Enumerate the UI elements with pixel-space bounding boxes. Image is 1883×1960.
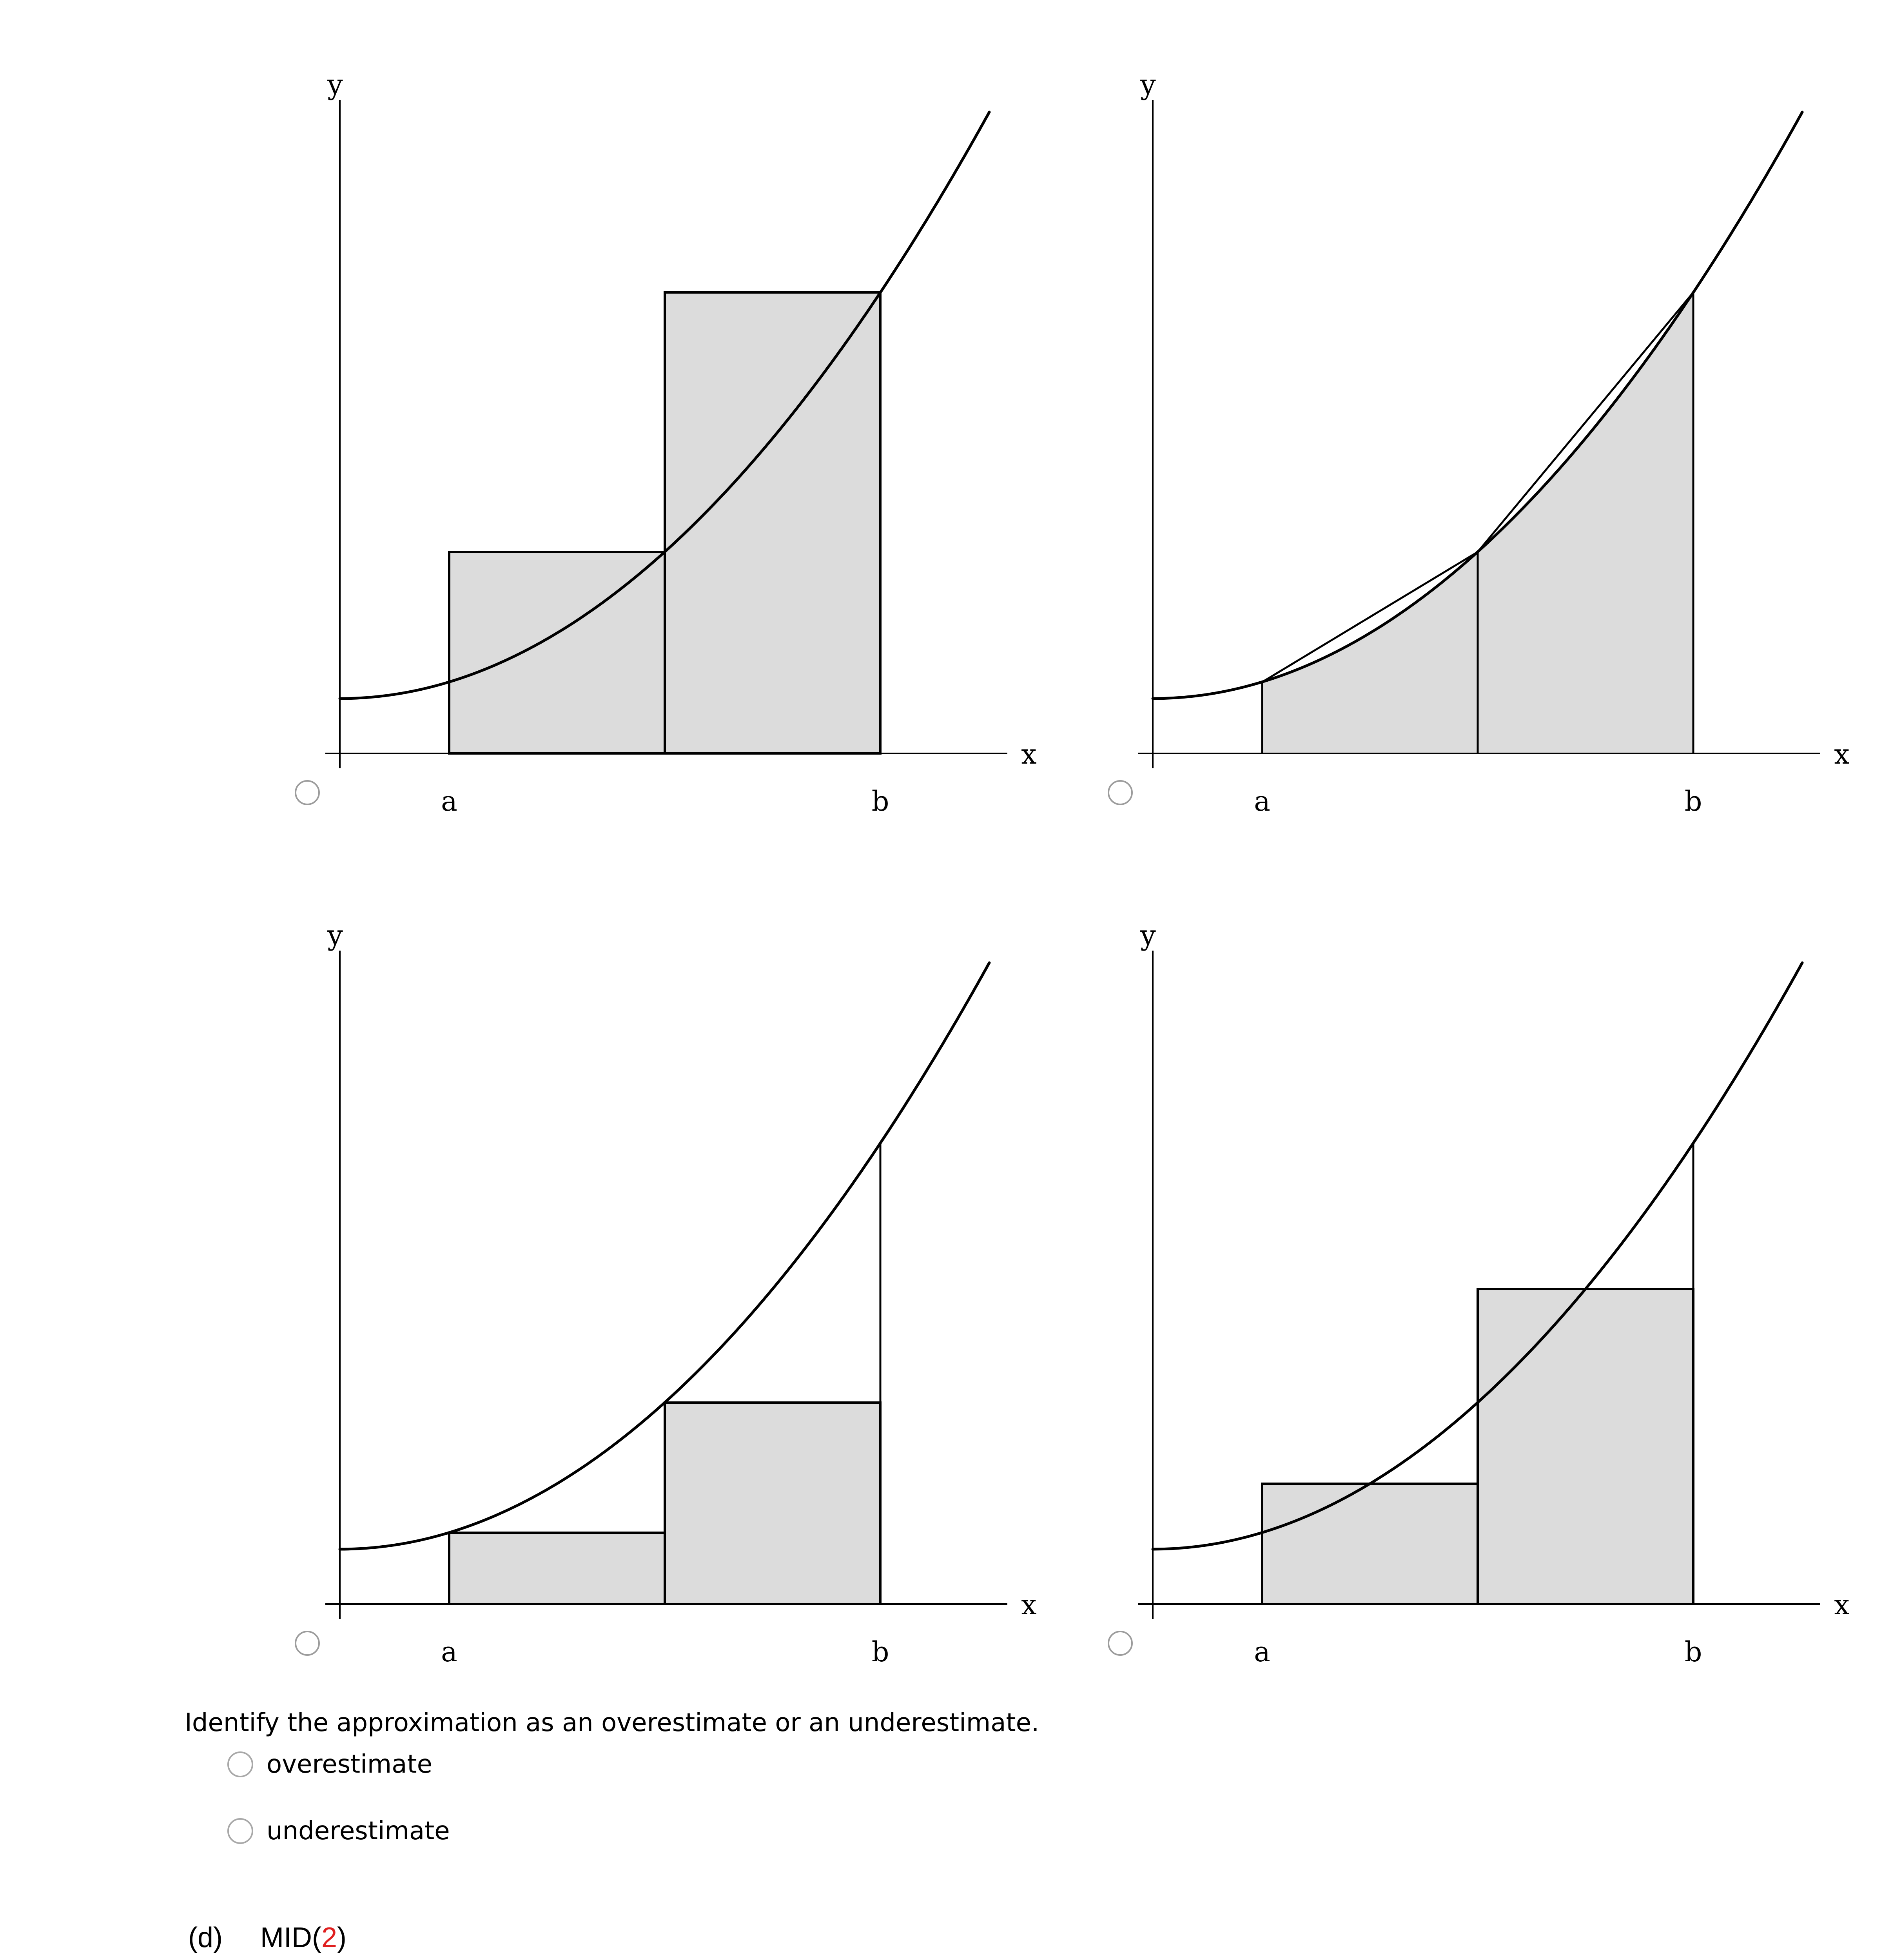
y-axis-label: y <box>1140 919 1156 951</box>
option-row-overestimate: overestimate <box>227 1750 432 1779</box>
rectangle-2 <box>1478 1289 1693 1604</box>
rectangle-1 <box>1262 1484 1478 1604</box>
figure-3-left-rule: y x a b <box>295 919 1037 1668</box>
y-axis-label: y <box>327 919 343 951</box>
figure-2-radio-button[interactable] <box>1108 780 1133 805</box>
x-axis-label: x <box>1834 738 1849 770</box>
tick-label-b: b <box>1685 1636 1702 1668</box>
x-axis-label: x <box>1021 738 1036 770</box>
figure-4-radio-button[interactable] <box>1108 1631 1133 1656</box>
tick-label-a: a <box>1254 785 1270 817</box>
rectangle-1 <box>449 1533 665 1604</box>
figure-2-trapezoid-rule: y x a b <box>1108 69 1850 817</box>
overestimate-radio[interactable] <box>227 1751 253 1777</box>
tick-label-a: a <box>1254 1636 1270 1668</box>
y-axis-label: y <box>1140 69 1156 101</box>
tick-label-a: a <box>441 785 457 817</box>
method-name: MID( <box>260 1922 321 1953</box>
figure-4-midpoint-rule: y x a b <box>1108 919 1850 1668</box>
rectangle-2 <box>665 1403 880 1604</box>
tick-label-b: b <box>1685 785 1702 817</box>
overestimate-label: overestimate <box>267 1750 432 1779</box>
figure-1-radio-button[interactable] <box>295 780 320 805</box>
figure-1-right-rule: y x a b <box>295 69 1037 817</box>
part-d-heading: (d) MID(2) <box>188 1922 346 1954</box>
x-axis-label: x <box>1021 1589 1036 1621</box>
method-argument: 2 <box>321 1922 337 1953</box>
question-prompt: Identify the approximation as an overest… <box>185 1708 1039 1737</box>
tick-label-b: b <box>872 785 889 817</box>
part-label: (d) <box>188 1922 223 1953</box>
figure-3-radio-button[interactable] <box>295 1631 320 1656</box>
tick-label-b: b <box>872 1636 889 1668</box>
x-axis-label: x <box>1834 1589 1849 1621</box>
rectangle-1 <box>449 552 665 753</box>
y-axis-label: y <box>327 69 343 101</box>
shaded-region <box>1262 292 1693 753</box>
underestimate-label: underestimate <box>267 1817 450 1846</box>
rectangle-2 <box>665 292 880 753</box>
method-close-paren: ) <box>337 1922 346 1953</box>
underestimate-radio[interactable] <box>227 1818 253 1844</box>
tick-label-a: a <box>441 1636 457 1668</box>
option-row-underestimate: underestimate <box>227 1817 450 1846</box>
